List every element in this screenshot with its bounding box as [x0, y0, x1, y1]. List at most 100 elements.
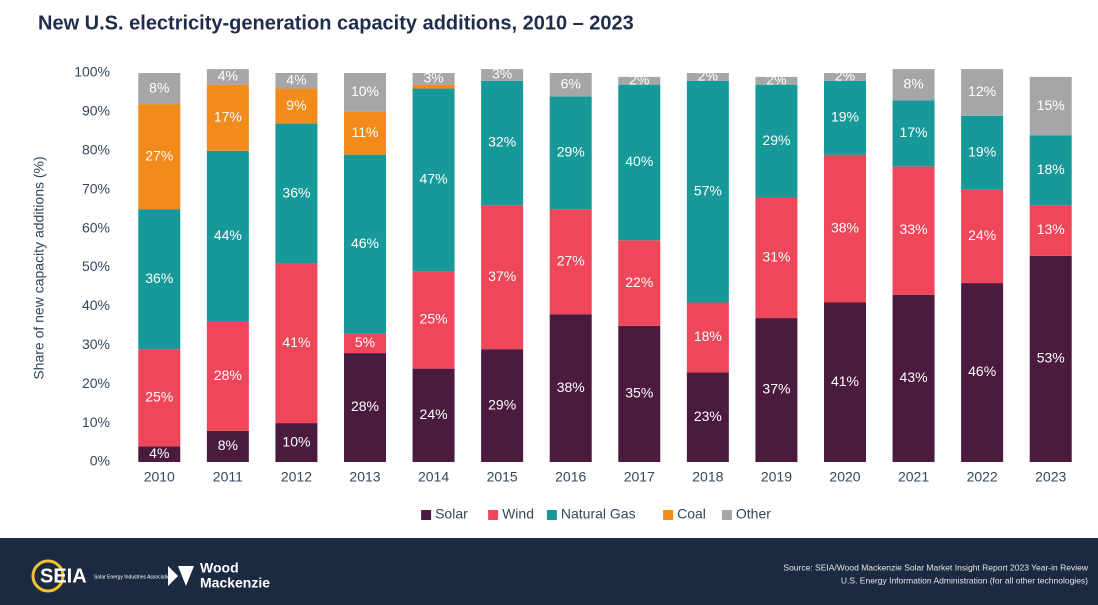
- bar-segment: [618, 240, 661, 326]
- bar-segment: [206, 430, 249, 462]
- x-tick-label: 2015: [487, 469, 518, 485]
- x-tick-label: 2011: [213, 469, 243, 485]
- data-label: 9%: [286, 97, 306, 113]
- bar-segment: [344, 111, 386, 155]
- data-label: 19%: [968, 143, 996, 159]
- bar-segment: [961, 189, 1004, 284]
- bar-segment: [206, 69, 249, 85]
- data-label: 18%: [1037, 161, 1065, 177]
- bar-segment: [412, 84, 455, 89]
- legend-swatch: [488, 510, 499, 520]
- y-tick-label: 40%: [82, 297, 110, 313]
- bar-segment: [549, 209, 592, 315]
- bar-segment: [138, 349, 181, 447]
- bar-segment: [824, 154, 866, 303]
- data-label: 37%: [762, 381, 790, 397]
- bar-segment: [686, 372, 729, 462]
- bar-segment: [344, 333, 386, 354]
- data-label: 29%: [488, 396, 516, 412]
- bar-segment: [275, 123, 318, 264]
- y-tick-label: 30%: [82, 336, 110, 352]
- data-label: 46%: [351, 235, 379, 251]
- bar-segment: [686, 302, 729, 373]
- seia-logo: SEIA: [40, 565, 87, 587]
- data-label: 12%: [968, 83, 996, 99]
- data-label: 57%: [694, 182, 722, 198]
- data-label: 29%: [557, 143, 585, 159]
- data-label: 18%: [694, 328, 722, 344]
- bar-segment: [481, 349, 524, 462]
- y-tick-label: 0%: [90, 453, 110, 469]
- y-tick-label: 10%: [82, 414, 110, 430]
- bar-segment: [618, 84, 661, 241]
- bar-segment: [549, 314, 592, 462]
- seia-tagline: Solar Energy Industries Association: [94, 574, 173, 580]
- data-label: 27%: [145, 147, 173, 163]
- data-label: 2%: [835, 68, 855, 84]
- data-label: 6%: [561, 75, 581, 91]
- bar-segment: [961, 283, 1004, 462]
- legend-swatch: [721, 510, 732, 520]
- data-label: 17%: [214, 108, 242, 124]
- woodmac-name-1: Wood: [200, 560, 239, 576]
- bar-segment: [1029, 76, 1072, 136]
- data-label: 22%: [625, 274, 653, 290]
- bar-segment: [618, 325, 661, 462]
- bar-segment: [755, 197, 798, 319]
- bar-segment: [412, 88, 455, 272]
- data-label: 41%: [282, 334, 310, 350]
- bar-segment: [686, 80, 729, 303]
- bar-segment: [344, 353, 386, 462]
- data-label: 27%: [557, 252, 585, 268]
- data-label: 8%: [218, 437, 238, 453]
- data-label: 37%: [488, 268, 516, 284]
- bar-segment: [481, 205, 524, 350]
- y-tick-label: 50%: [82, 258, 110, 274]
- x-tick-label: 2016: [555, 469, 586, 485]
- bar-segment: [824, 302, 866, 462]
- y-tick-label: 80%: [82, 142, 110, 158]
- data-label: 24%: [968, 227, 996, 243]
- x-tick-label: 2012: [281, 469, 312, 485]
- data-label: 24%: [420, 406, 448, 422]
- bar-segment: [344, 73, 386, 112]
- data-label: 3%: [423, 70, 443, 86]
- data-label: 29%: [762, 132, 790, 148]
- x-tick-label: 2013: [349, 469, 380, 485]
- legend-swatch: [546, 510, 557, 520]
- bar-segment: [618, 76, 661, 85]
- bar-segment: [412, 368, 455, 462]
- bar-segment: [1029, 205, 1072, 256]
- woodmac-name-2: Mackenzie: [200, 575, 270, 591]
- bar-segment: [549, 73, 592, 97]
- data-label: 17%: [900, 124, 928, 140]
- legend-swatch: [421, 510, 432, 520]
- legend-label: Wind: [502, 506, 534, 522]
- data-label: 8%: [903, 75, 923, 91]
- data-label: 10%: [282, 433, 310, 449]
- x-tick-label: 2023: [1035, 469, 1066, 485]
- bar-segment: [755, 318, 798, 462]
- bar-segment: [138, 73, 181, 105]
- data-label: 4%: [149, 445, 169, 461]
- data-label: 38%: [557, 379, 585, 395]
- data-label: 32%: [488, 134, 516, 150]
- data-label: 2%: [698, 68, 718, 84]
- y-tick-label: 20%: [82, 375, 110, 391]
- data-label: 41%: [831, 373, 859, 389]
- chart-title: New U.S. electricity-generation capacity…: [38, 12, 634, 34]
- bar-segment: [755, 84, 798, 198]
- x-tick-label: 2014: [418, 469, 449, 485]
- source-line: Source: SEIA/Wood Mackenzie Solar Market…: [783, 562, 1088, 572]
- legend-swatch: [663, 510, 674, 520]
- bar-segment: [138, 104, 181, 210]
- bar-segment: [275, 88, 318, 124]
- data-label: 25%: [420, 311, 448, 327]
- y-tick-label: 90%: [82, 103, 110, 119]
- bar-segment: [275, 423, 318, 462]
- data-label: 36%: [282, 184, 310, 200]
- bar-segment: [344, 154, 386, 334]
- y-axis-label: Share of new capacity additions (%): [31, 156, 47, 379]
- data-label: 11%: [352, 124, 379, 140]
- bar-segment: [481, 69, 524, 81]
